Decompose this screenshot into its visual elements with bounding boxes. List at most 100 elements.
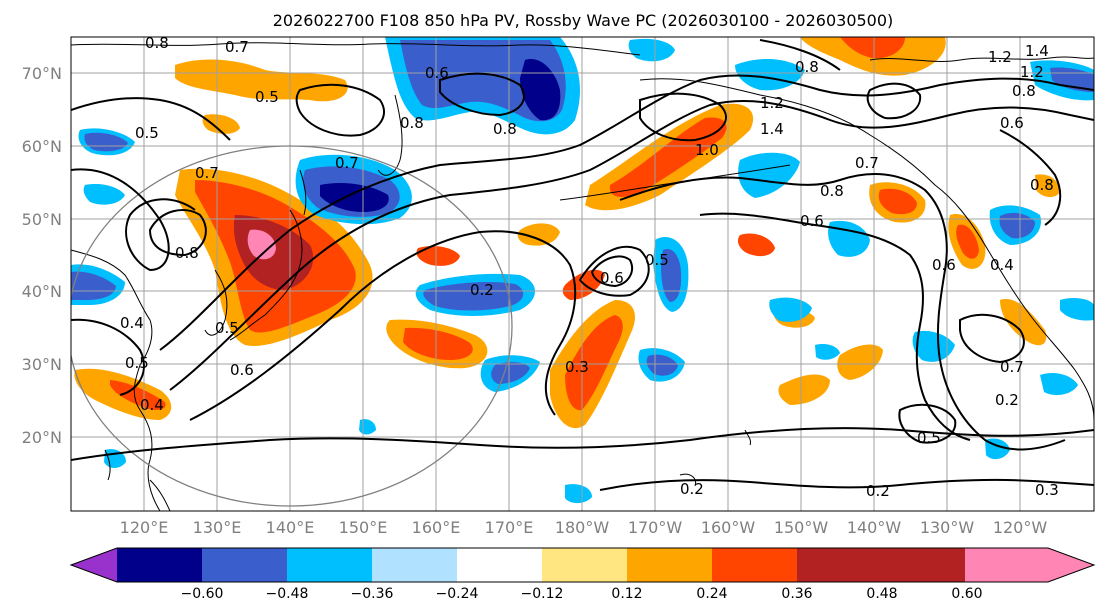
lon-label: 160°E [412,518,461,537]
map-panel: 0.8 0.7 0.5 0.5 0.7 0.7 0.8 0.8 0.6 0.8 … [70,34,1095,512]
pv-negative-region [320,183,389,212]
contour-label: 0.5 [917,429,941,447]
contour-label: 0.7 [855,154,879,172]
colorbar-tick-label: −0.12 [521,586,564,602]
coastlines [71,42,1094,511]
pv-contour-line [866,82,922,120]
colorbar-ticks: −0.60 −0.48 −0.36 −0.24 −0.12 0.12 0.24 … [181,586,983,602]
lon-label: 170°W [628,518,683,537]
pv-negative-region [423,282,524,311]
colorbar-extend-min [71,548,117,582]
contour-label: 1.4 [760,120,784,138]
pv-negative-region [828,220,870,257]
contour-label: 0.4 [140,396,164,414]
lon-label: 130°E [193,518,242,537]
pv-positive-region [737,233,775,257]
contour-label: 0.7 [335,154,359,172]
contour-label: 0.3 [1035,481,1059,499]
pv-positive-region [956,224,979,259]
lon-label: 120°W [993,518,1048,537]
pv-contour-line [159,74,1094,351]
lon-label: 140°E [266,518,315,537]
lon-label: 180°W [555,518,610,537]
colorbar-segment [965,548,1048,582]
pv-contour-line [71,318,145,396]
pv-contour-line [999,129,1062,226]
coastline-japan [229,209,303,341]
contour-label: 0.5 [135,124,159,142]
coastline-kamchatka [377,94,403,176]
coastline-philippines [104,449,171,511]
pv-negative-region [815,343,840,360]
colorbar-segment [287,548,372,582]
pv-negative-region [1040,373,1078,396]
pv-negative-region [735,58,805,91]
contour-label: 1.2 [760,94,784,112]
contour-label: 1.0 [695,141,719,159]
pv-positive-region [247,229,276,260]
contour-label: 0.2 [680,480,704,498]
pv-negative-region [84,132,128,152]
colorbar-segment [882,548,965,582]
colorbar-tick-label: −0.36 [351,586,394,602]
pv-positive-region [202,114,240,134]
contour-label: 0.6 [800,212,824,230]
pv-positive-region [517,223,560,246]
contour-label: 0.8 [1012,82,1036,100]
contour-label: 0.5 [645,251,669,269]
pv-contour-line [699,212,971,441]
colorbar-segment [627,548,712,582]
contour-label: 1.4 [1025,42,1049,60]
colorbar-tick-label: 0.24 [696,586,727,602]
colorbar-extend-max [1048,548,1094,582]
pv-negative-region [400,40,566,122]
pv-positive-region [840,37,905,59]
colorbar-tick-label: 0.48 [866,586,897,602]
contour-label: 0.7 [195,164,219,182]
contour-label: 0.4 [990,256,1014,274]
colorbar-tick-label: −0.48 [266,586,309,602]
pv-contour-line [439,72,525,117]
pv-negative-region [738,152,800,198]
colorbar-tick-label: 0.36 [781,586,812,602]
lon-label: 150°E [339,518,388,537]
pv-negative-region [83,184,125,205]
contour-label: 0.8 [175,244,199,262]
pv-negative-region [646,354,678,376]
lat-label: 70°N [22,64,62,83]
coastline-asia [71,249,161,511]
contour-label: 0.4 [120,314,144,332]
pv-contours [71,39,1094,491]
colorbar-segment [202,548,287,582]
contour-label: 0.5 [125,354,149,372]
contour-label: 0.2 [470,281,494,299]
pv-contour-line [639,92,727,142]
colorbar-segment [372,548,457,582]
pv-positive-region [565,315,623,411]
pv-negative-region [1060,297,1094,321]
contour-label: 0.5 [255,88,279,106]
pv-contour-line [169,100,1094,391]
pv-negative-region [520,59,561,121]
contour-label: 0.8 [400,114,424,132]
lon-label: 140°W [847,518,902,537]
pv-negative-region [491,362,530,384]
longitude-labels: 120°E 130°E 140°E 150°E 160°E 170°E 180°… [120,518,1048,537]
colorbar-segment [797,548,882,582]
pv-negative-region [912,330,955,362]
pv-contour-line [578,245,650,297]
pv-contour-line [295,83,385,137]
rossby-region-circle [71,145,513,507]
contour-label: 0.8 [820,182,844,200]
coastline-korea [204,269,228,336]
pv-contour-line [898,403,957,444]
lon-label: 150°W [774,518,829,537]
contour-label: 0.8 [145,34,169,52]
colorbar-segment [542,548,627,582]
contour-label: 0.7 [1000,358,1024,376]
contour-label: 0.6 [230,361,254,379]
contour-label: 1.2 [988,48,1012,66]
lat-label: 60°N [22,137,62,156]
colorbar-segment [712,548,797,582]
pv-negative-region [71,271,116,300]
